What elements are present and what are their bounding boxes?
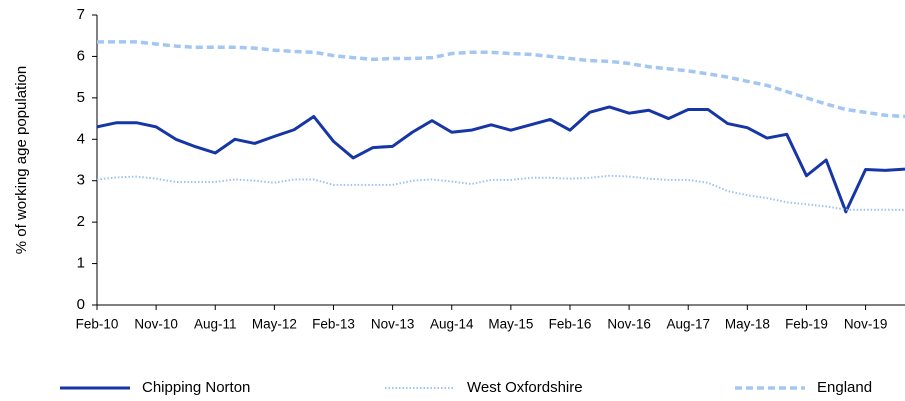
series-line [97,40,905,119]
y-tick-label: 4 [77,130,85,147]
y-tick-label: 1 [77,255,85,272]
y-tick-label: 0 [77,296,85,313]
y-axis-label: % of working age population [13,66,30,254]
x-tick-label: Feb-10 [76,317,119,332]
series-line [96,105,905,214]
x-tick-label: Nov-10 [134,317,178,332]
legend-label: West Oxfordshire [467,379,583,396]
y-tick-label: 3 [77,172,85,189]
x-tick-label: Feb-16 [549,317,592,332]
x-tick-label: Feb-19 [785,317,828,332]
x-tick-label: Aug-14 [430,317,474,332]
y-tick-label: 5 [77,89,85,106]
x-tick-label: May-18 [725,317,770,332]
x-tick-label: Nov-16 [607,317,651,332]
x-tick-label: May-15 [488,317,533,332]
x-tick-label: Nov-13 [371,317,415,332]
y-tick-label: 2 [77,213,85,230]
x-tick-label: Feb-13 [312,317,355,332]
x-tick-label: Aug-11 [194,317,237,332]
series-line [96,174,905,211]
x-tick-label: May-12 [252,317,297,332]
legend-label: England [817,379,872,396]
x-tick-label: Nov-19 [844,317,888,332]
y-tick-label: 6 [77,47,85,64]
legend-label: Chipping Norton [142,379,250,396]
x-tick-label: Aug-17 [666,317,710,332]
y-tick-label: 7 [77,6,85,23]
